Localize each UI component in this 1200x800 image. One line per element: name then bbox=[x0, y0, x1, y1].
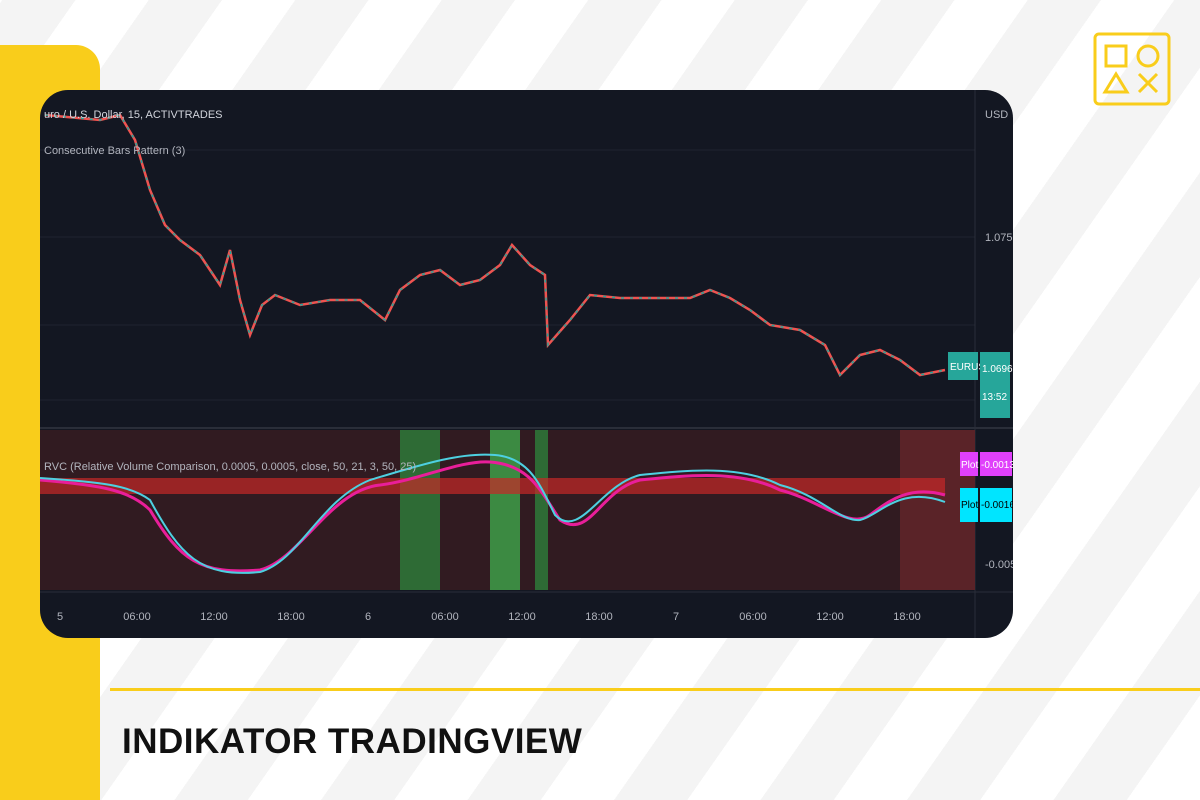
plot-value: -0.00160 bbox=[981, 500, 1013, 511]
time-axis: 5 06:00 12:00 18:00 6 06:00 12:00 18:00 7 06:00 12… bbox=[57, 611, 921, 623]
symbol-title: uro / U.S. Dollar, 15, ACTIVTRADES bbox=[44, 109, 223, 121]
time-axis-label: 06:00 bbox=[123, 611, 151, 623]
price-axis-label: 1.07500 bbox=[985, 232, 1013, 244]
plot-name: Plot bbox=[961, 500, 978, 511]
time-axis-label: 06:00 bbox=[739, 611, 767, 623]
page-title: INDIKATOR TRADINGVIEW bbox=[122, 722, 583, 761]
time-axis-label: 6 bbox=[365, 611, 371, 623]
indicator-label: RVC (Relative Volume Comparison, 0.0005,… bbox=[44, 461, 416, 473]
chart: uro / U.S. Dollar, 15, ACTIVTRADES Conse… bbox=[40, 90, 1013, 638]
indicator-axis-label: -0.00500 bbox=[985, 559, 1013, 571]
time-axis-label: 18:00 bbox=[893, 611, 921, 623]
time-axis-label: 06:00 bbox=[431, 611, 459, 623]
time-axis-label: 12:00 bbox=[200, 611, 228, 623]
divider bbox=[110, 688, 1200, 691]
price-tag-price: 1.06960 bbox=[982, 364, 1013, 375]
chart-screenshot: uro / U.S. Dollar, 15, ACTIVTRADES Conse… bbox=[40, 90, 1013, 638]
plot-name: Plot bbox=[961, 460, 978, 471]
indicator-label: Consecutive Bars Pattern (3) bbox=[44, 145, 185, 157]
logo bbox=[1093, 32, 1171, 106]
price-line-up bbox=[44, 114, 946, 377]
time-axis-label: 7 bbox=[673, 611, 679, 623]
time-axis-label: 18:00 bbox=[277, 611, 305, 623]
time-axis-label: 18:00 bbox=[585, 611, 613, 623]
time-axis-label: 5 bbox=[57, 611, 63, 623]
price-tag-symbol: EURUSD bbox=[950, 362, 992, 373]
price-tag-countdown: 13:52 bbox=[982, 392, 1007, 403]
time-axis-label: 12:00 bbox=[816, 611, 844, 623]
rvc-line-cyan bbox=[40, 453, 946, 574]
time-axis-label: 12:00 bbox=[508, 611, 536, 623]
indicator-background bbox=[40, 430, 975, 590]
plot-value: -0.00136 bbox=[981, 460, 1013, 471]
currency: USD bbox=[985, 109, 1008, 121]
